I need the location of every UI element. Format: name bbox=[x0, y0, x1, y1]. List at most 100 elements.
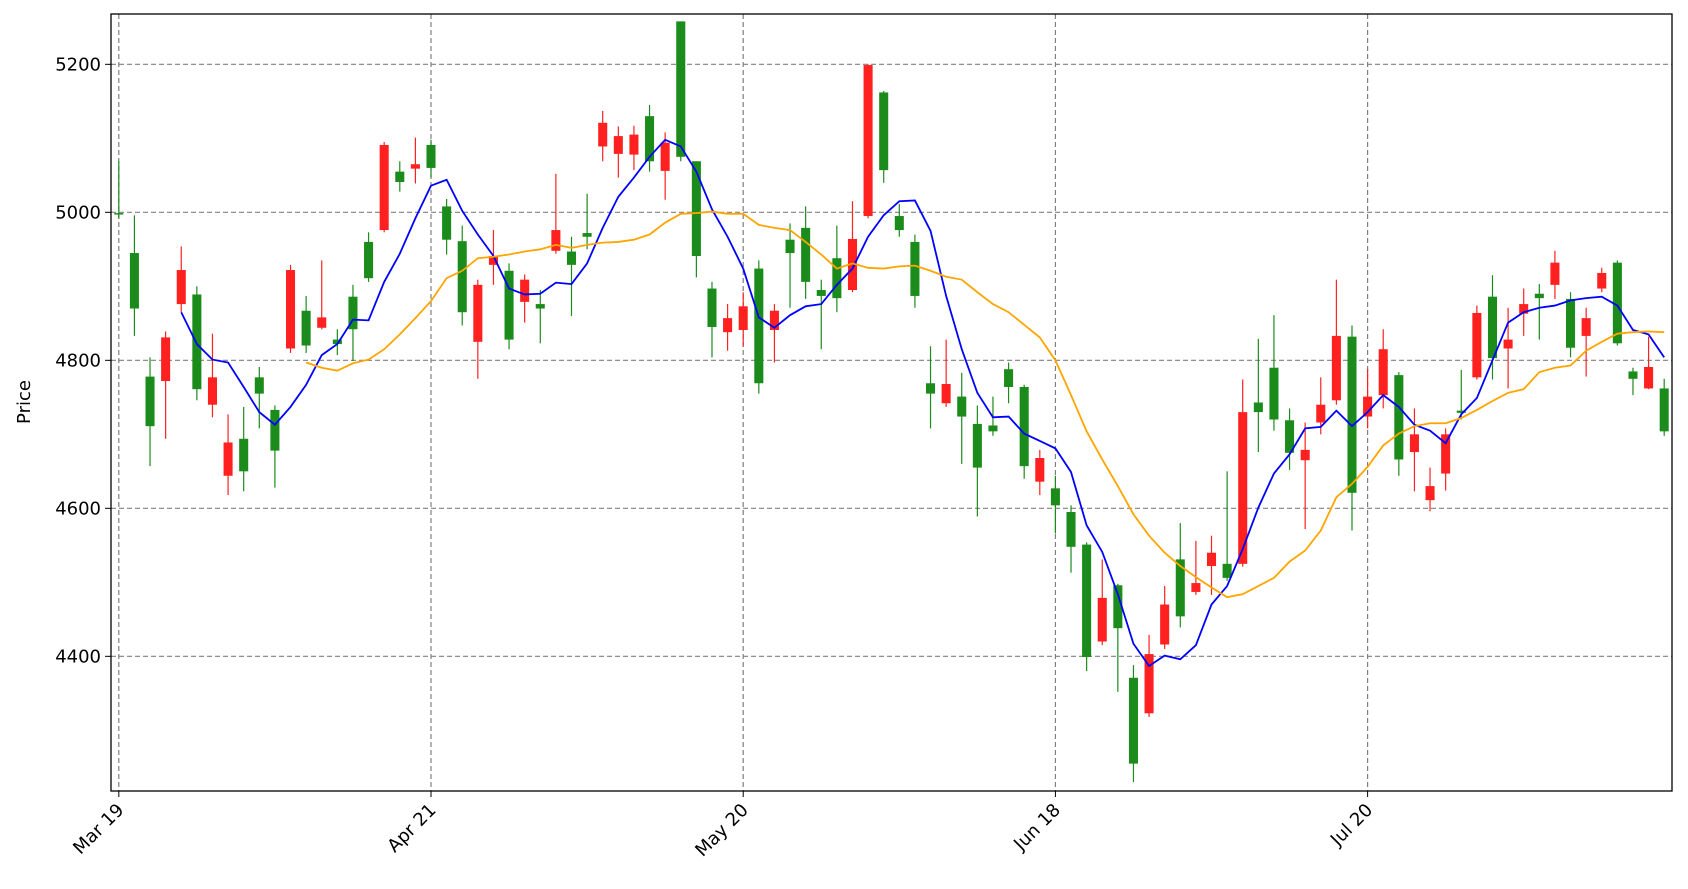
candle-body bbox=[1550, 262, 1560, 285]
candle-body bbox=[988, 425, 998, 432]
candle-body bbox=[1222, 563, 1232, 578]
candle-body bbox=[1206, 552, 1217, 567]
candle-body bbox=[972, 423, 982, 468]
candle-body bbox=[769, 310, 779, 330]
y-tick-label: 5200 bbox=[55, 54, 101, 75]
candle-body bbox=[1160, 604, 1170, 645]
candle-body bbox=[488, 255, 498, 265]
candle-body bbox=[1253, 402, 1263, 413]
candle-body bbox=[239, 438, 249, 472]
candle-body bbox=[1066, 512, 1076, 547]
candle-body bbox=[754, 268, 764, 384]
candle-body bbox=[613, 136, 623, 154]
candle-body bbox=[145, 376, 155, 427]
x-tick-label: Apr 21 bbox=[383, 800, 440, 857]
candle-body bbox=[1425, 486, 1435, 501]
candle-body bbox=[1097, 597, 1107, 642]
candle-body bbox=[161, 337, 171, 382]
candle-body bbox=[1503, 339, 1513, 349]
candle-body bbox=[801, 227, 811, 282]
candle-body bbox=[1487, 296, 1498, 359]
x-tick-label: Jun 18 bbox=[1009, 800, 1065, 856]
candle-body bbox=[1628, 371, 1638, 379]
y-axis-label: Price bbox=[14, 380, 35, 424]
candle-body bbox=[551, 230, 561, 251]
candle-body bbox=[426, 144, 436, 168]
candle-body bbox=[114, 213, 124, 215]
candle-body bbox=[847, 238, 858, 291]
candle-body bbox=[1285, 420, 1295, 453]
candle-body bbox=[1113, 585, 1123, 629]
candle-body bbox=[676, 21, 686, 157]
y-tick-label: 4800 bbox=[55, 350, 101, 371]
candle-body bbox=[332, 339, 342, 345]
candle-body bbox=[442, 206, 452, 240]
candle-body bbox=[738, 306, 748, 330]
candle-body bbox=[1612, 262, 1622, 344]
candle-body bbox=[207, 377, 217, 405]
candle-body bbox=[473, 284, 483, 342]
candle-body bbox=[879, 92, 889, 171]
candle-body bbox=[535, 304, 545, 309]
candle-body bbox=[520, 279, 530, 302]
candle-body bbox=[1238, 412, 1248, 564]
candle-body bbox=[1347, 336, 1357, 493]
y-tick-label: 5000 bbox=[55, 202, 101, 223]
x-tick-label: Jul 20 bbox=[1326, 800, 1377, 851]
candle-body bbox=[1519, 304, 1529, 314]
candle-body bbox=[1363, 396, 1373, 417]
candle-body bbox=[1331, 335, 1341, 401]
candle-body bbox=[566, 251, 577, 265]
candle-body bbox=[1472, 312, 1482, 378]
candle-body bbox=[645, 116, 655, 162]
candle-body bbox=[629, 134, 639, 155]
candle-body bbox=[395, 171, 405, 182]
candle-body bbox=[379, 144, 389, 231]
candle-body bbox=[1050, 488, 1060, 506]
candle-body bbox=[598, 122, 608, 147]
candle-body bbox=[129, 253, 139, 309]
candle-body bbox=[723, 318, 733, 333]
candle-body bbox=[1004, 369, 1014, 387]
candle-body bbox=[223, 442, 233, 476]
candle-body bbox=[364, 241, 374, 279]
candle-body bbox=[176, 270, 186, 305]
moving-average-line bbox=[180, 138, 1665, 668]
candle-body bbox=[1175, 559, 1185, 617]
candle-body bbox=[1144, 654, 1154, 714]
candle-body bbox=[910, 241, 920, 296]
candle-body bbox=[1409, 434, 1419, 453]
candle-body bbox=[707, 288, 717, 328]
candle-body bbox=[1128, 677, 1138, 764]
candle-body bbox=[192, 294, 202, 390]
candle-body bbox=[301, 310, 311, 346]
candle-body bbox=[504, 270, 514, 340]
y-tick-label: 4400 bbox=[55, 646, 101, 667]
candle-body bbox=[863, 65, 873, 217]
x-tick-label: May 20 bbox=[691, 800, 752, 861]
candle-body bbox=[254, 377, 264, 394]
candle-body bbox=[1644, 366, 1654, 389]
candle-body bbox=[1441, 434, 1451, 474]
candle-body bbox=[1566, 298, 1576, 348]
candle-body bbox=[410, 164, 420, 169]
candle-body bbox=[270, 409, 280, 451]
candle-body bbox=[1581, 318, 1591, 336]
moving-average-line bbox=[305, 210, 1665, 599]
candle-body bbox=[1035, 458, 1045, 482]
candle-body bbox=[582, 233, 592, 237]
candle-body bbox=[317, 317, 327, 328]
candle-body bbox=[1378, 349, 1388, 396]
candle-body bbox=[785, 239, 795, 254]
candle-body bbox=[660, 142, 670, 171]
y-tick-label: 4600 bbox=[55, 498, 101, 519]
candle-body bbox=[816, 290, 826, 296]
candle-body bbox=[894, 216, 904, 231]
candle-body bbox=[925, 383, 936, 394]
plot-frame bbox=[110, 13, 1673, 792]
candle-body bbox=[1269, 367, 1279, 420]
candle-body bbox=[1082, 544, 1092, 658]
candle-body bbox=[1316, 404, 1326, 423]
candle-body bbox=[941, 384, 951, 404]
